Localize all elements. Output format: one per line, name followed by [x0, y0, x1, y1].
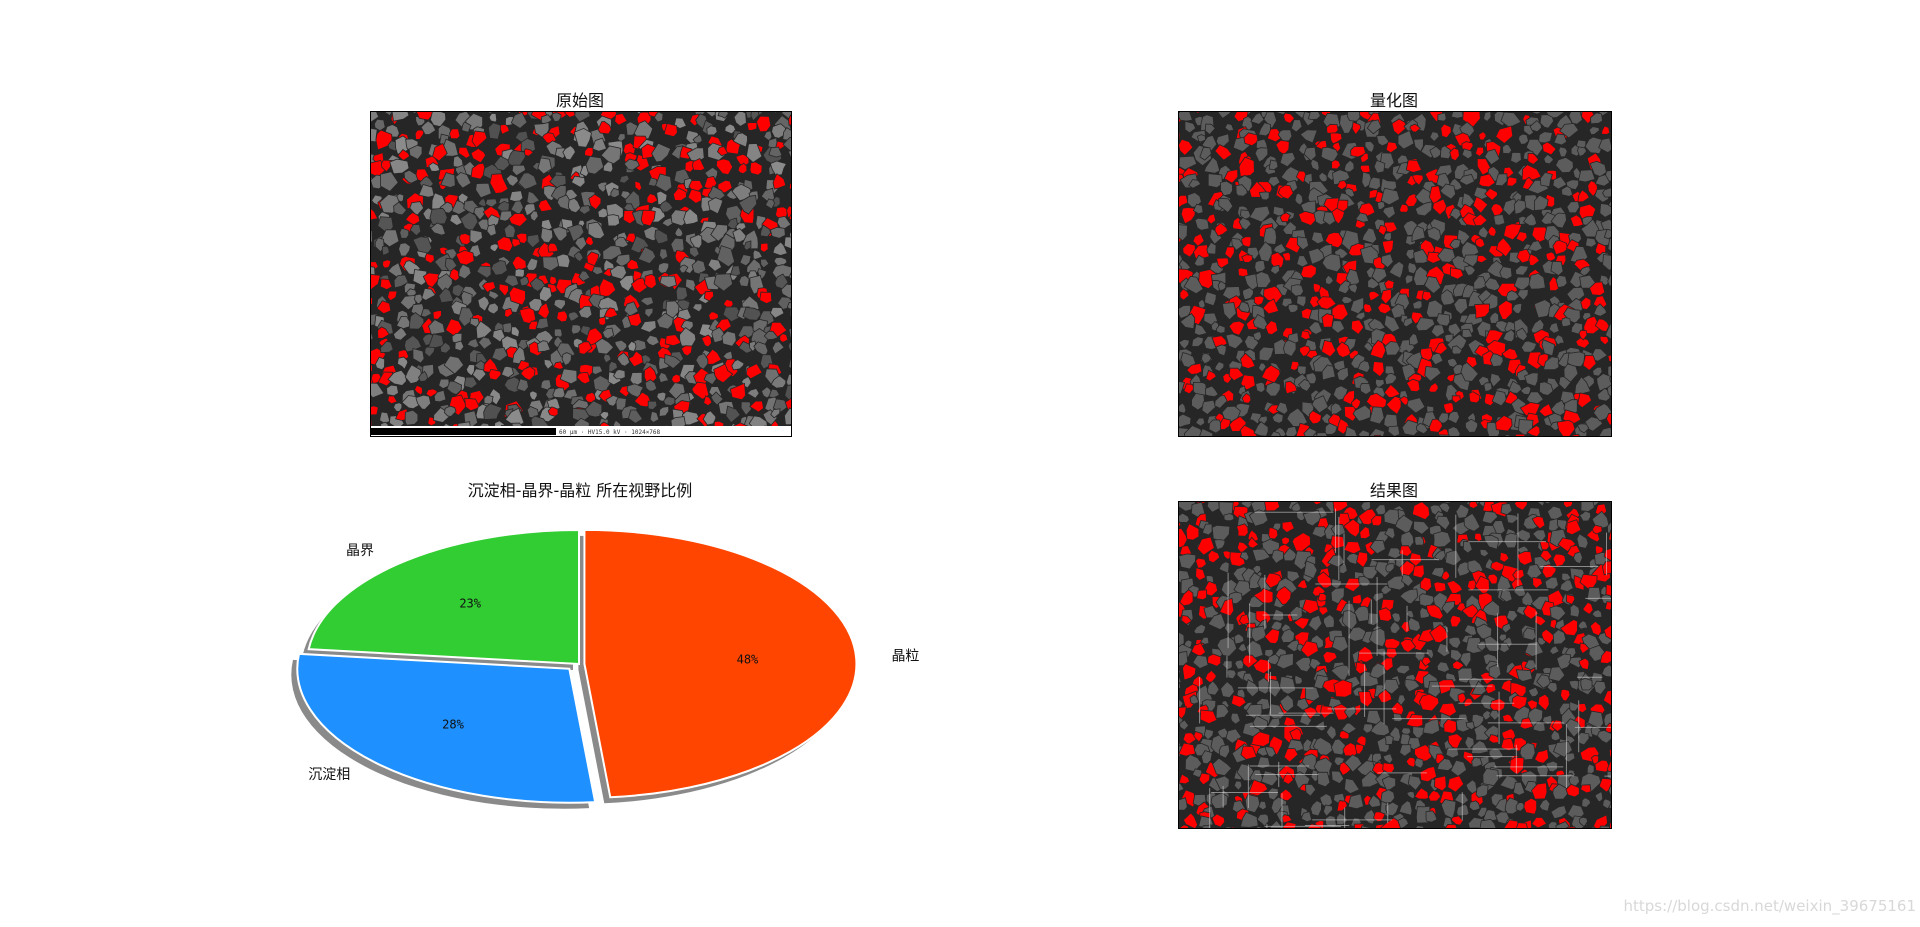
result-micrograph: [1179, 502, 1611, 828]
scale-bar: [371, 428, 556, 435]
original-image: 60 μm · HV15.0 kV · 1024×768: [370, 111, 792, 437]
pie-slice-3: [583, 528, 858, 799]
pie-chart-title: 沉淀相-晶界-晶粒 所在视野比例: [467, 481, 693, 500]
pie-slice-1: [307, 528, 580, 666]
quantized-micrograph: [1179, 112, 1611, 436]
original-image-title: 原始图: [555, 91, 604, 110]
scale-bar-text: 60 μm · HV15.0 kV · 1024×768: [559, 429, 661, 436]
pie-category-label-1: 晶界: [346, 543, 374, 559]
pie-slice-shadow: [291, 659, 590, 809]
pie-slice-shadow: [578, 535, 851, 804]
result-image-title: 结果图: [1369, 481, 1418, 500]
result-image: [1178, 501, 1612, 829]
pie-slice-shadow: [302, 536, 573, 670]
pie-category-label-3: 晶粒: [891, 649, 919, 665]
pie-slice-2: [296, 652, 597, 804]
pie-value-label-3: 48%: [737, 653, 759, 667]
pie-value-label-1: 23%: [459, 597, 481, 611]
scale-bar-strip: 60 μm · HV15.0 kV · 1024×768: [371, 426, 791, 436]
watermark: https://blog.csdn.net/weixin_39675161: [1623, 897, 1916, 915]
quantized-image-title: 量化图: [1369, 91, 1418, 110]
pie-value-label-2: 28%: [442, 718, 464, 732]
quantized-image: [1178, 111, 1612, 437]
pie-category-label-2: 沉淀相: [308, 767, 350, 783]
original-micrograph: [371, 112, 791, 436]
